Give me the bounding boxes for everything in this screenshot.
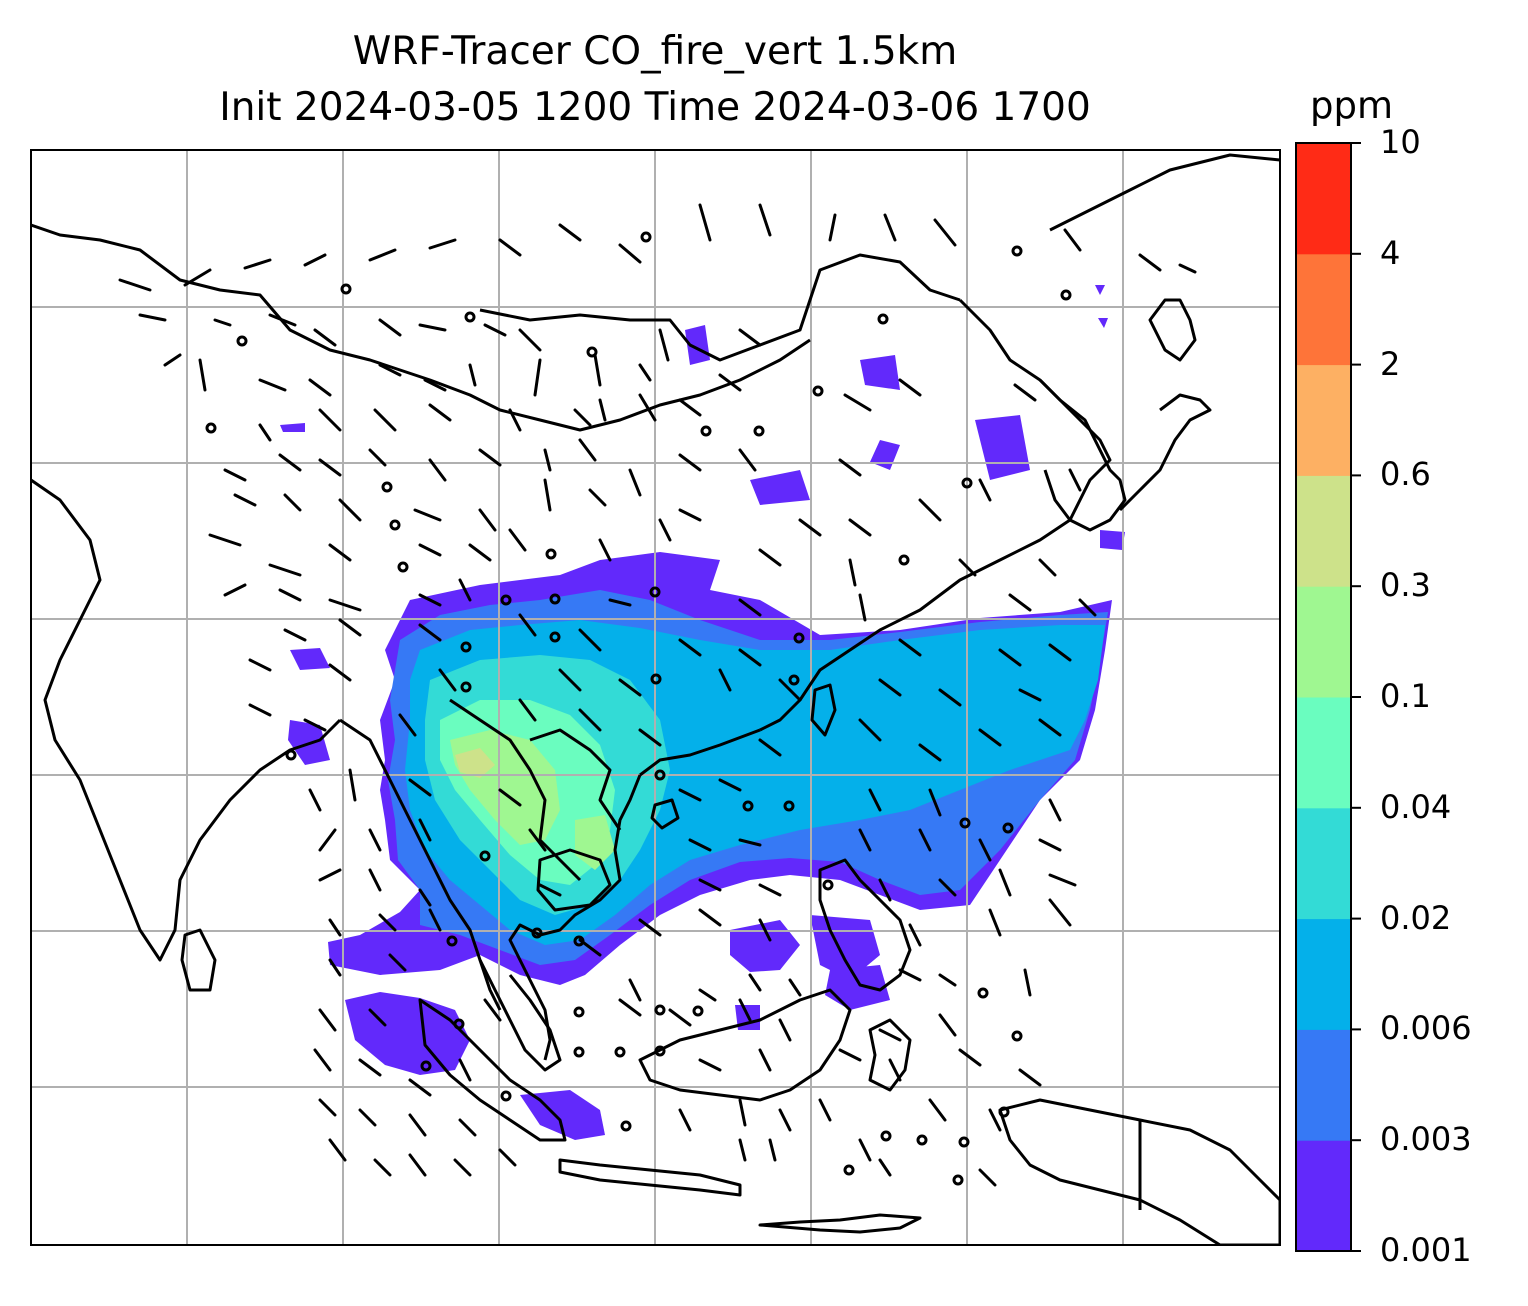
philippines-coast — [818, 858, 912, 992]
wind-barb — [318, 818, 1062, 862]
colorbar — [1296, 143, 1351, 1252]
cambodia-border — [536, 848, 612, 912]
sulawesi-coast — [868, 1018, 912, 1092]
myanmar-coast — [339, 718, 502, 1011]
india-coastline — [31, 478, 342, 962]
colorbar-tick-label: 10 — [1380, 123, 1421, 161]
co-level-0-borneo-region — [730, 915, 890, 1030]
thailand-border — [449, 698, 582, 882]
wind-barb — [248, 698, 1062, 762]
colorbar-swatch — [1296, 475, 1351, 587]
wind-barb — [223, 438, 1082, 497]
wind-barb — [118, 223, 642, 292]
wind-barb — [328, 953, 1032, 1002]
java-coast — [558, 1158, 742, 1197]
colorbar-tick-label: 0.006 — [1380, 1009, 1472, 1048]
wind-barb — [318, 998, 957, 1042]
colorbar-swatch — [1296, 143, 1351, 255]
wind-barb — [318, 1098, 1002, 1137]
wind-barb — [313, 1048, 1042, 1097]
wind-barb — [308, 768, 1062, 822]
calm-wind-markers — [205, 231, 1072, 1186]
wind-barb — [208, 518, 1057, 587]
laos-border — [529, 728, 622, 831]
japan-coast — [1118, 298, 1212, 512]
colorbar-swatch — [1296, 253, 1351, 366]
wind-barb — [283, 613, 1072, 667]
colorbar-tick-label: 0.3 — [1380, 566, 1431, 605]
malay-peninsula — [478, 959, 562, 1072]
co-level-0-india-region — [288, 648, 330, 765]
indochina-coast — [508, 774, 642, 1061]
map-frame — [30, 149, 1281, 1246]
map-area — [31, 150, 1280, 1245]
map-title-line-2: Init 2024-03-05 1200 Time 2024-03-06 170… — [219, 85, 1091, 130]
colorbar-swatch — [1296, 364, 1351, 476]
colorbar-tick-label: 4 — [1380, 233, 1401, 272]
co-concentration-field — [280, 285, 1125, 1140]
wind-barb — [328, 1138, 997, 1187]
borneo-coast — [638, 988, 852, 1102]
co-level-0-north-region — [280, 285, 1125, 550]
lesser-sunda-coast — [758, 1213, 922, 1234]
colorbar-ticks — [1351, 142, 1361, 1252]
hainan-coast — [650, 798, 680, 830]
sumatra-coast — [418, 998, 567, 1142]
wind-barb — [258, 378, 1037, 442]
colorbar-tick-label: 0.003 — [1380, 1120, 1472, 1159]
colorbar-tick-label: 0.04 — [1380, 787, 1452, 826]
china-south-coast — [639, 728, 761, 777]
colorbar-swatch — [1296, 1140, 1351, 1252]
wind-barb — [233, 478, 992, 537]
new-guinea-coast — [998, 1098, 1280, 1245]
colorbar-unit-label: ppm — [1310, 84, 1394, 127]
co-level-6-region — [455, 748, 495, 778]
wind-barb — [698, 203, 1197, 274]
colorbar-tick-label: 2 — [1380, 344, 1401, 383]
wind-barb — [138, 313, 762, 362]
wind-barb — [328, 898, 1072, 957]
wind-barb — [223, 578, 1097, 622]
colorbar-tick-label: 0.02 — [1380, 898, 1452, 937]
wind-barb — [163, 353, 742, 397]
colorbar-swatch — [1296, 918, 1351, 1030]
wind-barb — [318, 868, 1077, 907]
colorbar-swatch — [1296, 586, 1351, 698]
colorbar-tick-label: 0.6 — [1380, 455, 1431, 494]
colorbar-swatch — [1296, 1029, 1351, 1141]
colorbar-swatch — [1296, 807, 1351, 920]
colorbar-swatch — [1296, 697, 1351, 809]
colorbar-tick-label: 0.001 — [1380, 1231, 1472, 1269]
korea-coast — [1038, 378, 1127, 532]
map-title-line-1: WRF-Tracer CO_fire_vert 1.5km — [352, 29, 958, 74]
russia-coast — [1049, 153, 1280, 232]
srilanka-coastline — [180, 928, 217, 992]
coastlines-and-borders — [31, 153, 1280, 1245]
taiwan-coast — [810, 683, 837, 737]
wind-barbs — [118, 203, 1197, 1187]
wind-barb — [248, 658, 1042, 707]
colorbar-tick-label: 0.1 — [1380, 677, 1431, 715]
